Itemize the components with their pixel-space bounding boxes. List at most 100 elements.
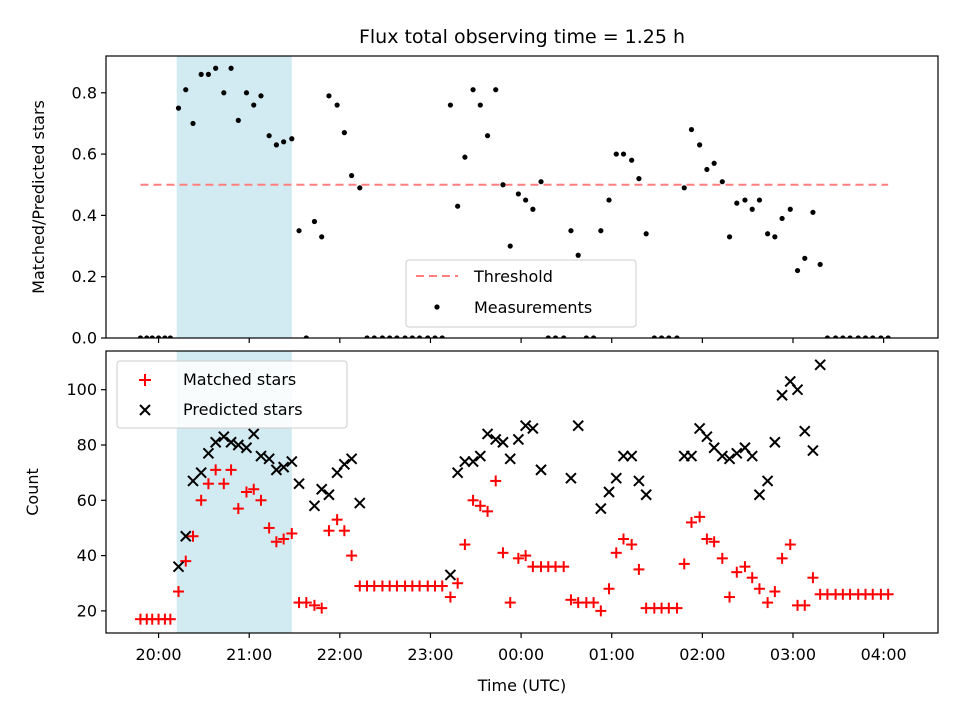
matched-star-point — [882, 588, 894, 600]
predicted-star-point — [572, 419, 584, 432]
matched-star-point — [255, 494, 267, 506]
predicted-star-point — [474, 450, 487, 462]
measurement-point — [523, 197, 529, 203]
measurement-point — [802, 255, 808, 261]
x-tick-label: 01:00 — [589, 645, 635, 664]
measurement-point — [303, 335, 309, 338]
matched-star-point — [459, 539, 471, 551]
x-tick-label: 02:00 — [679, 645, 725, 664]
measurement-point — [552, 335, 559, 338]
measurement-point — [243, 90, 250, 96]
top-panel: 0.0 0.2 0.4 0.6 0.8 Threshold Measurements — [72, 55, 939, 348]
measurement-point — [155, 335, 162, 338]
matched-star-point — [497, 547, 509, 559]
bottom-y-axis-label: Count — [23, 468, 42, 516]
top-legend-box — [405, 259, 637, 328]
measurement-point — [425, 335, 431, 338]
measurement-point — [636, 176, 642, 182]
measurement-point — [840, 335, 846, 338]
observation-highlight-span — [176, 56, 292, 338]
matched-star-point — [603, 583, 615, 595]
matched-star-point — [739, 561, 751, 573]
predicted-star-point — [459, 455, 471, 468]
predicted-legend-label: Predicted stars — [183, 400, 303, 419]
predicted-star-point — [565, 472, 577, 484]
measurement-point — [500, 182, 506, 188]
predicted-star-point — [685, 450, 698, 462]
y-tick-label: 60 — [77, 491, 97, 510]
predicted-star-point — [202, 447, 215, 460]
matched-star-point — [626, 539, 638, 551]
matched-star-point — [520, 550, 532, 562]
measurement-point — [749, 206, 755, 212]
measurement-point — [855, 335, 861, 338]
measurement-point — [341, 130, 347, 136]
matched-star-point — [746, 572, 758, 584]
measurement-point — [598, 228, 604, 234]
measurement-point — [470, 87, 476, 93]
predicted-star-point — [610, 472, 622, 484]
measurement-point — [742, 197, 748, 203]
predicted-star-point — [625, 450, 638, 462]
matched-star-point — [799, 599, 811, 611]
predicted-star-point — [338, 458, 351, 471]
y-tick-label: 0.0 — [72, 329, 97, 348]
matched-star-point — [776, 552, 788, 564]
measurement-point — [726, 234, 733, 240]
measurement-point — [228, 65, 234, 71]
measurement-point — [507, 243, 513, 249]
x-tick-label: 23:00 — [407, 645, 453, 664]
predicted-star-point — [595, 502, 607, 515]
predicted-legend-swatch — [139, 404, 151, 416]
matched-star-point — [504, 597, 516, 609]
matched-star-point — [512, 552, 524, 564]
measurement-point — [477, 102, 483, 108]
bottom-legend-box — [116, 360, 348, 429]
predicted-star-point — [323, 489, 335, 501]
threshold-legend-label: Threshold — [473, 267, 553, 286]
matched-star-point — [338, 525, 350, 537]
matched-star-point — [467, 494, 479, 506]
x-axis-label: Time (UTC) — [477, 676, 566, 695]
matched-star-point — [323, 525, 335, 537]
predicted-star-point — [527, 422, 539, 435]
predicted-star-point — [218, 430, 230, 443]
measurement-point — [658, 335, 665, 338]
measurement-point — [235, 117, 241, 123]
measurement-point — [704, 166, 710, 173]
measurement-point — [198, 71, 204, 77]
predicted-star-point — [451, 466, 464, 479]
predicted-star-point — [315, 483, 328, 495]
measurement-point — [137, 335, 144, 338]
measurement-point — [568, 228, 574, 234]
matched-star-point — [762, 597, 774, 609]
predicted-star-point — [791, 383, 804, 396]
matched-star-point — [474, 500, 486, 512]
measurement-point — [810, 209, 816, 215]
bottom-panel-frame — [105, 350, 939, 634]
measurement-point — [870, 335, 876, 338]
measurement-point — [144, 335, 150, 338]
measurement-point — [387, 335, 393, 338]
measurement-point — [251, 102, 257, 108]
predicted-star-point — [172, 560, 185, 573]
measurement-point — [266, 133, 272, 139]
matched-star-point — [444, 591, 456, 603]
matched-star-point — [248, 483, 260, 495]
measurement-point — [167, 335, 173, 338]
measurement-point — [583, 335, 589, 338]
matched-star-point — [769, 586, 781, 598]
measurement-point — [590, 335, 597, 338]
predicted-star-point — [512, 433, 525, 446]
measurement-point — [719, 179, 725, 185]
predicted-star-point — [807, 444, 819, 457]
matched-star-point — [225, 464, 237, 476]
measurement-point — [439, 335, 445, 338]
measurement-point — [674, 335, 680, 338]
y-tick-label: 80 — [77, 436, 97, 455]
matched-star-point — [724, 591, 736, 603]
matched-star-point — [565, 594, 577, 606]
measurements-legend-label: Measurements — [474, 298, 592, 317]
predicted-star-point — [814, 359, 826, 371]
